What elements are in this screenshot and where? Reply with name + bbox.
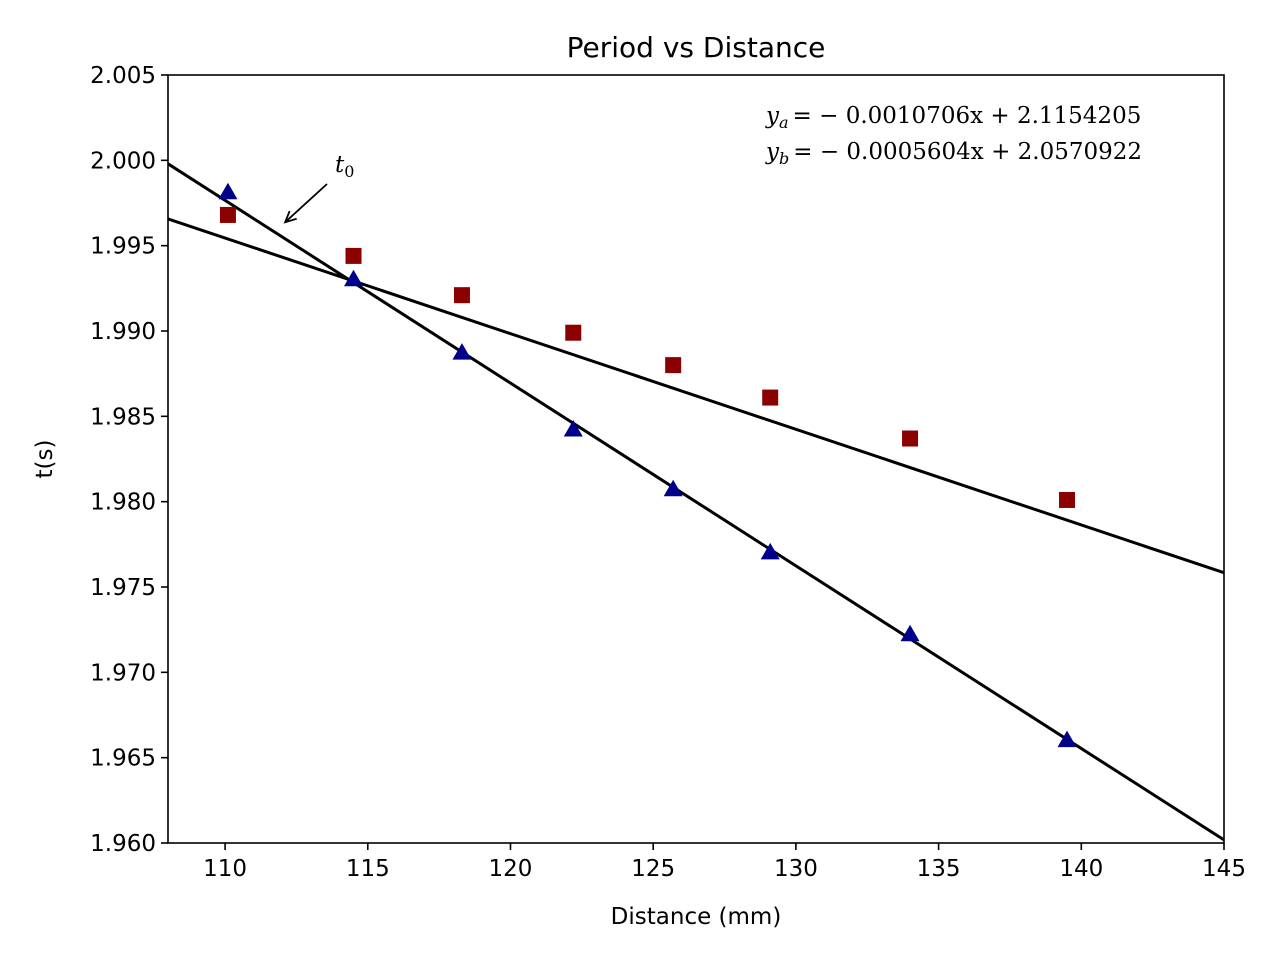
y-tick-label: 1.995 bbox=[90, 234, 156, 260]
triangle-point bbox=[663, 479, 683, 497]
x-axis-label: Distance (mm) bbox=[611, 904, 782, 930]
equation-b: yb = − 0.0005604x + 2.0570922 bbox=[765, 139, 1142, 168]
x-axis-ticks: 110 115 120 125 130 135 140 145 bbox=[203, 843, 1246, 882]
y-tick-label: 1.985 bbox=[90, 404, 156, 430]
triangle-point bbox=[563, 419, 583, 437]
annotation-label: t0 bbox=[335, 152, 354, 181]
triangle-point bbox=[452, 343, 472, 360]
square-point bbox=[345, 247, 362, 264]
y-tick-label: 2.005 bbox=[90, 63, 156, 89]
square-point bbox=[219, 206, 236, 223]
x-tick-label: 140 bbox=[1059, 856, 1103, 882]
triangle-point bbox=[760, 542, 780, 560]
equation-a: ya = − 0.0010706x + 2.1154205 bbox=[765, 103, 1141, 132]
fit-line-b bbox=[168, 217, 1224, 575]
x-tick-label: 130 bbox=[774, 856, 818, 882]
intersection-annotation: t0 bbox=[283, 152, 354, 224]
y-tick-label: 1.980 bbox=[90, 490, 156, 516]
y-tick-label: 1.975 bbox=[90, 575, 156, 601]
square-point bbox=[565, 324, 582, 341]
y-tick-label: 1.990 bbox=[90, 319, 156, 345]
y-tick-label: 2.000 bbox=[90, 148, 156, 174]
arrow-shaft bbox=[284, 183, 328, 223]
annotation-arrow bbox=[283, 183, 328, 224]
y-axis-ticks: 1.960 1.965 1.970 1.975 1.980 1.985 1.990 1.995… bbox=[90, 63, 168, 857]
plot-frame bbox=[167, 74, 1225, 844]
y-tick-label: 1.965 bbox=[90, 746, 156, 772]
y-tick-label: 1.970 bbox=[90, 660, 156, 686]
triangle-point bbox=[900, 624, 920, 642]
triangle-point bbox=[218, 182, 238, 200]
triangle-point bbox=[1057, 730, 1077, 748]
y-axis-label: t(s) bbox=[32, 440, 58, 479]
chart-title: Period vs Distance bbox=[567, 31, 826, 64]
x-tick-label: 125 bbox=[631, 856, 675, 882]
x-tick-label: 115 bbox=[346, 856, 390, 882]
square-point bbox=[665, 357, 682, 374]
square-point bbox=[762, 389, 779, 406]
fit-lines bbox=[168, 162, 1224, 842]
x-tick-label: 110 bbox=[203, 856, 247, 882]
square-point bbox=[1059, 491, 1076, 508]
x-tick-label: 135 bbox=[917, 856, 961, 882]
arrow-head bbox=[283, 210, 297, 224]
square-point bbox=[453, 287, 470, 304]
x-tick-label: 120 bbox=[489, 856, 533, 882]
x-tick-label: 145 bbox=[1202, 856, 1246, 882]
square-point bbox=[902, 430, 919, 447]
y-tick-label: 1.960 bbox=[90, 831, 156, 857]
data-markers bbox=[218, 182, 1077, 748]
triangle-point bbox=[344, 269, 364, 287]
